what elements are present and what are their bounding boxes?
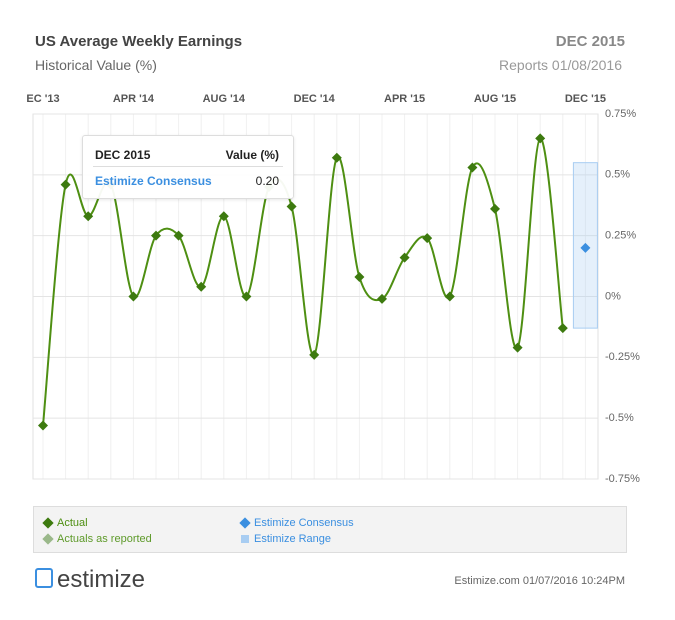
- chart: EC '13 APR '14 AUG '14 DEC '14 APR '15 AUG '1…: [26, 93, 640, 485]
- x-tick-label: DEC '14: [294, 93, 336, 105]
- data-point: [60, 179, 71, 190]
- y-tick-label: 0.75%: [605, 108, 636, 120]
- data-point: [354, 272, 365, 283]
- data-point: [557, 323, 568, 334]
- tooltip-value: 0.20: [255, 174, 279, 188]
- data-point: [218, 211, 229, 222]
- data-point: [467, 162, 478, 173]
- logo-icon: [35, 568, 53, 588]
- logo: estimize: [35, 566, 145, 594]
- period: DEC 2015: [555, 33, 625, 50]
- y-tick-label: -0.5%: [605, 412, 634, 424]
- x-tick-label: DEC '15: [565, 93, 606, 105]
- y-tick-label: 0.25%: [605, 230, 636, 242]
- data-point: [309, 349, 320, 360]
- data-point: [83, 211, 94, 222]
- x-tick-label: APR '15: [384, 93, 425, 105]
- legend-item: Estimize Consensus: [239, 517, 354, 529]
- data-point: [38, 420, 48, 431]
- legend-marker: [42, 517, 54, 529]
- legend-item: Actual: [42, 517, 88, 529]
- y-tick-label: 0%: [605, 290, 621, 302]
- y-tick-label: -0.75%: [605, 473, 640, 485]
- y-tick-label: 0.5%: [605, 169, 630, 181]
- data-point: [331, 152, 342, 163]
- legend-label: Actuals as reported: [57, 533, 152, 545]
- tooltip-separator: [93, 166, 283, 167]
- data-point: [422, 233, 433, 244]
- data-point: [512, 342, 523, 353]
- data-point: [173, 230, 184, 241]
- legend-item: Estimize Range: [241, 533, 331, 545]
- subtitle: Historical Value (%): [35, 57, 157, 73]
- data-point: [580, 242, 591, 253]
- legend: Actual Actuals as reported Estimize Cons…: [33, 506, 627, 553]
- tooltip-period: DEC 2015: [95, 148, 151, 162]
- data-point: [151, 230, 161, 241]
- data-point: [490, 203, 500, 214]
- data-point: [241, 291, 252, 302]
- data-point: [128, 291, 139, 302]
- legend-marker: [42, 533, 54, 545]
- legend-label: Estimize Range: [254, 533, 332, 545]
- x-tick-label: AUG '14: [203, 93, 246, 105]
- data-point: [377, 293, 387, 304]
- data-point: [286, 201, 297, 212]
- legend-marker: [239, 517, 251, 529]
- y-tick-label: -0.25%: [605, 351, 640, 363]
- tooltip-series: Estimize Consensus: [95, 174, 212, 188]
- legend-label: Estimize Consensus: [254, 517, 354, 529]
- x-tick-label: APR '14: [113, 93, 155, 105]
- x-tick-label: EC '13: [26, 93, 59, 105]
- data-point: [399, 252, 410, 263]
- timestamp: Estimize.com 01/07/2016 10:24PM: [454, 575, 625, 587]
- legend-label: Actual: [57, 517, 88, 529]
- logo-text: estimize: [57, 566, 146, 593]
- report-date: Reports 01/08/2016: [499, 57, 622, 73]
- tooltip: DEC 2015 Value (%) Estimize Consensus 0.…: [82, 135, 294, 199]
- title: US Average Weekly Earnings: [35, 33, 243, 50]
- legend-item: Actuals as reported: [42, 533, 152, 545]
- data-point: [535, 133, 546, 144]
- data-point: [196, 281, 207, 292]
- legend-marker: [241, 535, 249, 544]
- tooltip-column: Value (%): [225, 148, 279, 162]
- x-tick-label: AUG '15: [474, 93, 516, 105]
- data-point: [444, 291, 455, 302]
